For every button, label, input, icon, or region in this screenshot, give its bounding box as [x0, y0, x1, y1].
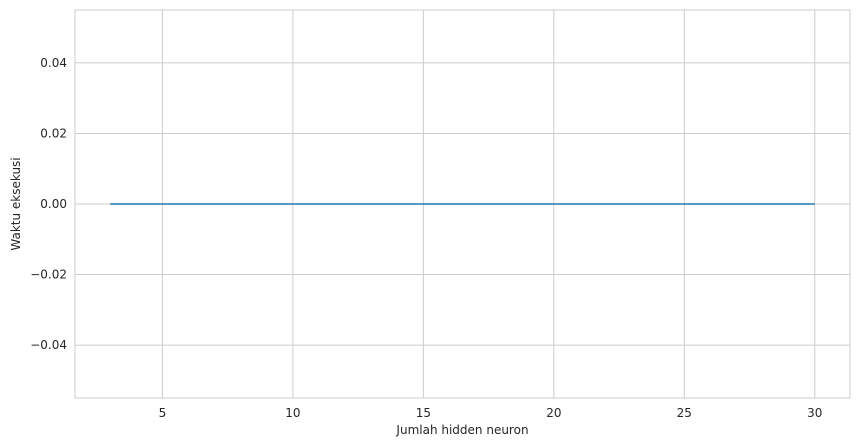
y-tick-labels: −0.04 −0.02 0.00 0.02 0.04: [30, 56, 67, 352]
y-tick-label: −0.04: [30, 338, 67, 352]
y-tick-label: 0.00: [40, 197, 67, 211]
y-axis-label: Waktu eksekusi: [9, 157, 23, 250]
y-tick-label: 0.02: [40, 126, 67, 140]
x-tick-label: 5: [159, 406, 167, 420]
plot-frame: [74, 9, 851, 399]
x-tick-label: 25: [677, 406, 692, 420]
y-tick-label: 0.04: [40, 56, 67, 70]
x-tick-label: 15: [416, 406, 431, 420]
x-axis-label: Jumlah hidden neuron: [395, 423, 528, 437]
y-tick-label: −0.02: [30, 268, 67, 282]
x-tick-label: 10: [285, 406, 300, 420]
x-tick-labels: 5 10 15 20 25 30: [159, 406, 823, 420]
x-tick-label: 20: [546, 406, 561, 420]
x-tick-label: 30: [807, 406, 822, 420]
